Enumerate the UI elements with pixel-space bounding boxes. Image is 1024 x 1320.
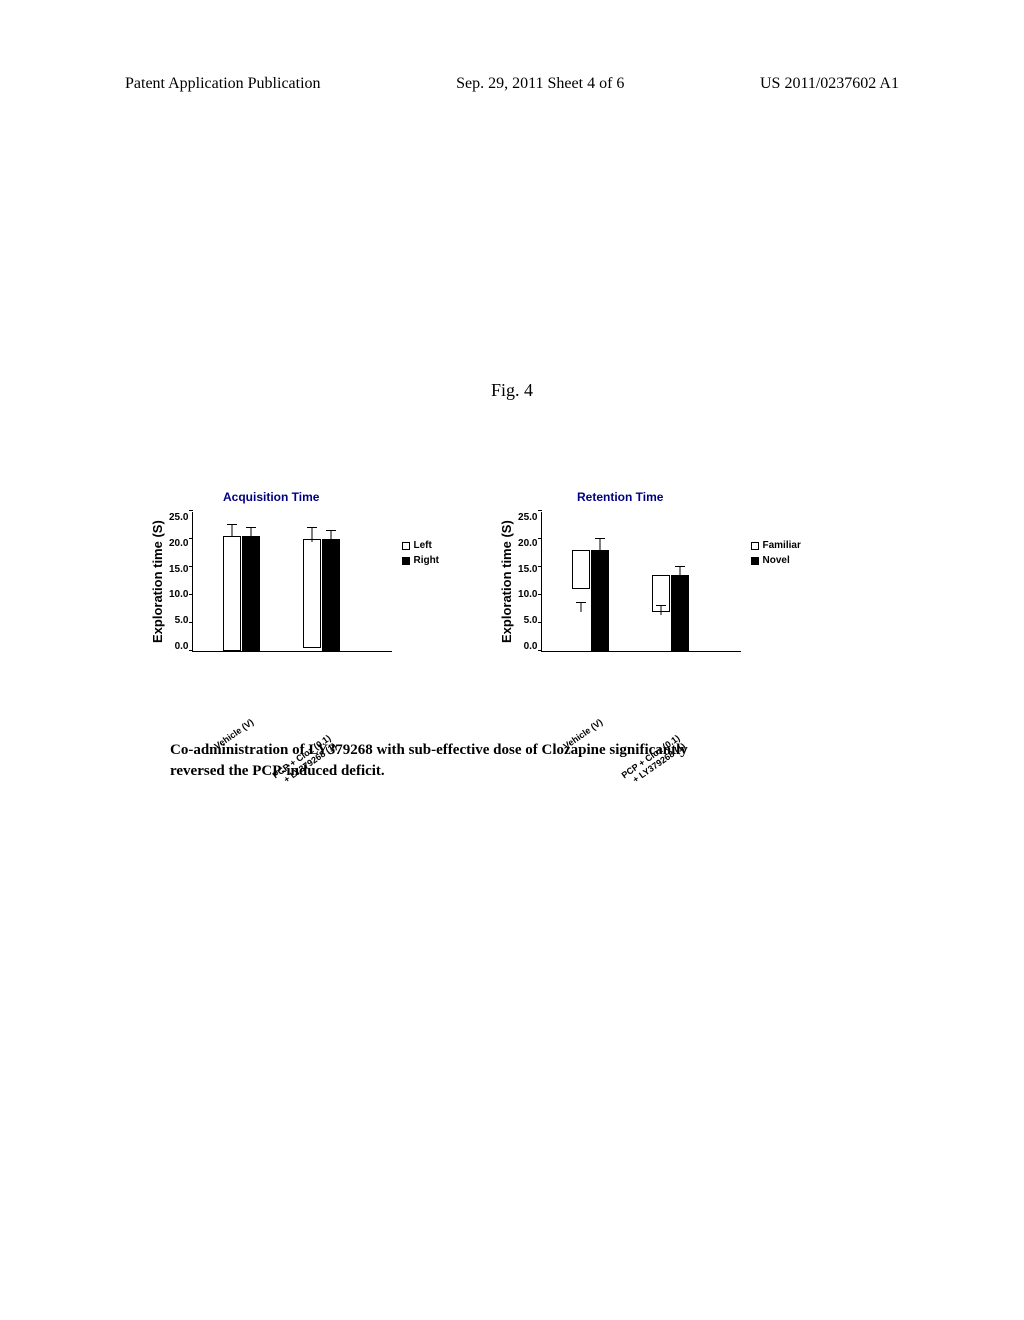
figure-caption: Co-administration of LY379268 with sub-e… <box>170 740 730 782</box>
chart2-plot: Vehicle (V)PCP + Cloz (0.1)+ LY379268 (1… <box>541 512 741 652</box>
chart2-y-ticks: 25.020.015.010.05.00.0 <box>518 512 537 652</box>
legend-swatch <box>402 557 410 565</box>
legend-item: Right <box>402 555 439 566</box>
charts-container: Acquisition Time Exploration time (S) 25… <box>150 490 801 652</box>
legend-item: Novel <box>751 555 800 566</box>
bar <box>303 539 321 648</box>
legend-swatch <box>751 542 759 550</box>
legend-swatch <box>402 542 410 550</box>
bar <box>572 550 590 589</box>
chart1-y-label: Exploration time (S) <box>150 512 165 652</box>
bar <box>671 575 689 651</box>
bar <box>591 550 609 651</box>
legend-label: Novel <box>762 555 789 566</box>
legend-item: Left <box>402 540 439 551</box>
legend-label: Left <box>413 540 431 551</box>
legend-item: Familiar <box>751 540 800 551</box>
bar <box>322 539 340 651</box>
bar <box>242 536 260 651</box>
header-right: US 2011/0237602 A1 <box>760 75 899 93</box>
chart1-legend: Left Right <box>402 540 439 570</box>
chart-acquisition: Acquisition Time Exploration time (S) 25… <box>150 490 439 652</box>
page-header: Patent Application Publication Sep. 29, … <box>125 75 899 93</box>
legend-swatch <box>751 557 759 565</box>
bar <box>223 536 241 651</box>
chart1-y-ticks: 25.020.015.010.05.00.0 <box>169 512 188 652</box>
legend-label: Right <box>413 555 439 566</box>
chart1-plot: Vehicle (V)PCP + Cloz (0.1)+ LY379268 (1… <box>192 512 392 652</box>
chart1-title: Acquisition Time <box>150 490 392 504</box>
figure-label: Fig. 4 <box>0 380 1024 401</box>
legend-label: Familiar <box>762 540 800 551</box>
header-center: Sep. 29, 2011 Sheet 4 of 6 <box>456 75 624 93</box>
chart-retention: Retention Time Exploration time (S) 25.0… <box>499 490 801 652</box>
header-left: Patent Application Publication <box>125 75 321 93</box>
chart2-y-label: Exploration time (S) <box>499 512 514 652</box>
chart2-title: Retention Time <box>499 490 741 504</box>
chart2-legend: Familiar Novel <box>751 540 800 570</box>
